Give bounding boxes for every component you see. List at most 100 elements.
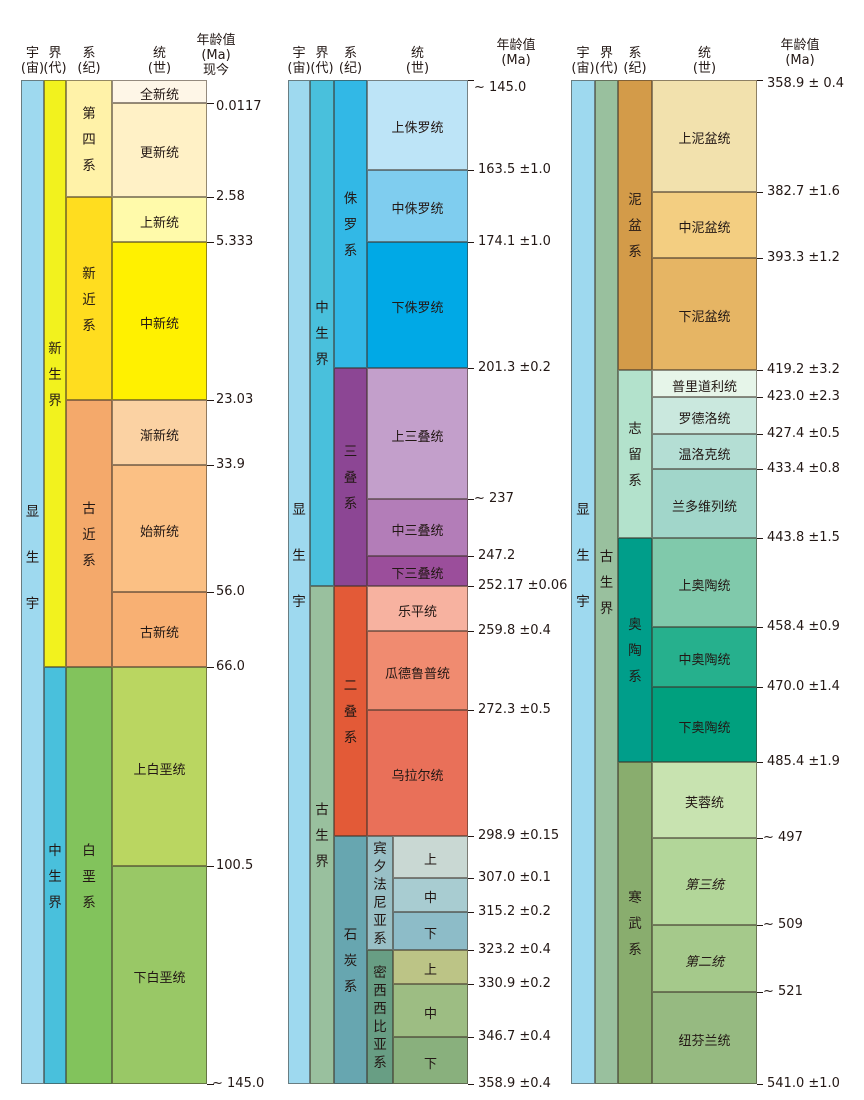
header-eon: 宇 (宙) — [565, 46, 601, 76]
epoch-label: 上泥盆统 — [678, 132, 731, 147]
epoch-block: 上三叠统 — [367, 368, 468, 499]
header-age: 年龄值 (Ma) — [770, 38, 830, 68]
era-label: 新 生 界 — [48, 340, 62, 409]
subepoch-label: 下 — [423, 1056, 437, 1072]
age-label: 298.9 ±0.15 — [478, 828, 560, 843]
header-eon-line1: 宇 — [25, 46, 39, 61]
epoch-label: 芙蓉统 — [684, 796, 724, 811]
age-label: 470.0 ±1.4 — [767, 679, 840, 694]
age-label: ~ 497 — [763, 830, 803, 845]
epoch-block: 全新统 — [112, 80, 207, 103]
epoch-label: 上侏罗统 — [391, 121, 444, 136]
epoch-label: 纽芬兰统 — [678, 1034, 731, 1049]
period-label: 三 叠 系 — [343, 444, 358, 512]
period-block: 志 留 系 — [618, 370, 652, 538]
period-block: 侏 罗 系 — [334, 80, 367, 368]
age-tick — [468, 950, 474, 951]
age-tick — [757, 992, 763, 993]
epoch-label: 中泥盆统 — [678, 221, 731, 236]
header-period: 系 (纪) — [612, 46, 658, 76]
subepoch-block: 上 — [393, 836, 468, 878]
epoch-block: 上泥盆统 — [652, 80, 757, 192]
epoch-block: 第二统 — [652, 925, 757, 992]
period-block: 寒 武 系 — [618, 762, 652, 1084]
epoch-block: 普里道利统 — [652, 370, 757, 397]
epoch-block: 上白垩统 — [112, 667, 207, 866]
age-label: 485.4 ±1.9 — [767, 754, 840, 769]
age-label: 382.7 ±1.6 — [767, 184, 840, 199]
era-label: 古 生 界 — [599, 549, 614, 617]
epoch-block: 瓜德鲁普统 — [367, 631, 468, 710]
header-age-line1: 年龄值 — [496, 38, 536, 53]
header-eon: 宇 (宙) — [15, 46, 50, 76]
age-label: 100.5 — [216, 858, 254, 873]
age-tick — [757, 469, 763, 470]
epoch-label: 下三叠统 — [391, 567, 444, 582]
age-label: 443.8 ±1.5 — [767, 530, 840, 545]
header-eon-line2: (宙) — [287, 61, 311, 76]
era-block: 古 生 界 — [310, 586, 334, 1084]
period-block: 第 四 系 — [66, 80, 112, 197]
epoch-block: 下白垩统 — [112, 866, 207, 1084]
era-label: 中 生 界 — [315, 300, 329, 368]
subepoch-block: 上 — [393, 950, 468, 984]
epoch-label: 下奥陶统 — [678, 720, 731, 736]
age-tick — [757, 838, 763, 839]
epoch-block: 古新统 — [112, 592, 207, 667]
age-label: 393.3 ±1.2 — [767, 250, 840, 265]
epoch-label: 下白垩统 — [133, 971, 186, 986]
age-label: 458.4 ±0.9 — [767, 619, 840, 634]
period-label: 石 炭 系 — [343, 927, 358, 995]
era-label: 中 生 界 — [48, 842, 62, 911]
period-label: 奥 陶 系 — [628, 617, 642, 685]
age-tick — [207, 592, 214, 593]
header-period: 系 (纪) — [60, 46, 118, 76]
header-era-line2: (代) — [594, 61, 619, 76]
epoch-block: 中新统 — [112, 242, 207, 400]
age-label: 433.4 ±0.8 — [767, 461, 840, 476]
header-epoch-line1: 统 — [410, 46, 424, 61]
header-age-line1: 年龄值 — [780, 38, 820, 53]
subepoch-block: 中 — [393, 878, 468, 912]
header-epoch: 统 (世) — [361, 46, 474, 76]
period-label: 白 垩 系 — [82, 842, 96, 911]
header-eon: 宇 (宙) — [282, 46, 316, 76]
age-tick — [757, 1084, 763, 1085]
header-period-line1: 系 — [82, 46, 96, 61]
header-eon-line2: (宙) — [571, 61, 595, 76]
period-block: 石 炭 系 — [334, 836, 367, 1084]
subepoch-block: 中 — [393, 984, 468, 1037]
era-block: 古 生 界 — [595, 80, 618, 1084]
epoch-block: 中泥盆统 — [652, 192, 757, 258]
epoch-label: 中三叠统 — [391, 523, 444, 539]
period-label: 泥 盆 系 — [628, 192, 642, 260]
epoch-label: 罗德洛统 — [678, 411, 731, 427]
age-tick — [468, 1037, 474, 1038]
header-epoch-line2: (世) — [147, 61, 172, 76]
epoch-block: 下侏罗统 — [367, 242, 468, 368]
subepoch-label: 中 — [423, 1006, 437, 1022]
subperiod-block: 宾 夕 法 尼 亚 系 — [367, 836, 393, 950]
age-tick — [757, 397, 763, 398]
epoch-label: 乌拉尔统 — [391, 769, 444, 784]
epoch-block: 纽芬兰统 — [652, 992, 757, 1084]
period-label: 第 四 系 — [82, 105, 96, 174]
subepoch-label: 中 — [423, 891, 437, 906]
age-label: 272.3 ±0.5 — [478, 702, 551, 717]
age-label: 252.17 ±0.06 — [478, 578, 568, 593]
age-tick — [468, 499, 474, 500]
age-label: 23.03 — [216, 392, 254, 407]
age-label: 5.333 — [216, 234, 254, 249]
age-tick — [757, 258, 763, 259]
age-tick — [468, 878, 474, 879]
eon-0-0: 显 生 宇 — [21, 80, 44, 1084]
epoch-block: 下三叠统 — [367, 556, 468, 586]
header-era-line1: 界 — [315, 46, 329, 61]
age-tick — [468, 170, 474, 171]
subperiod-label: 密 西 西 比 亚 系 — [373, 965, 387, 1071]
eon-label: 显 生 宇 — [292, 502, 306, 610]
epoch-label: 中奥陶统 — [678, 653, 731, 668]
epoch-block: 始新统 — [112, 465, 207, 592]
age-tick — [468, 556, 474, 557]
period-block: 二 叠 系 — [334, 586, 367, 836]
